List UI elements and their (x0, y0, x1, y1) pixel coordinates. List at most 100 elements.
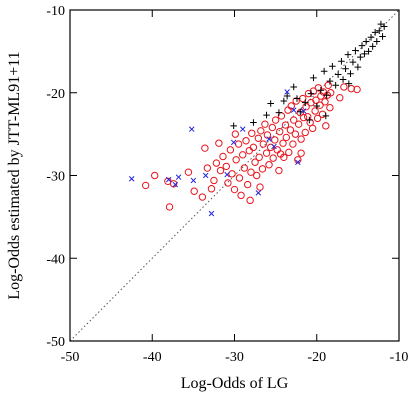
x-axis-label: Log-Odds of LG (181, 375, 289, 392)
data-point-plus (373, 38, 381, 45)
data-point-x (239, 126, 246, 132)
y-tick-label: -50 (46, 335, 65, 350)
data-point-circle (287, 102, 295, 110)
data-point-x (128, 176, 135, 182)
data-point-circle (215, 139, 223, 147)
data-point-plus (371, 29, 379, 36)
data-point-plus (369, 43, 376, 50)
data-point-x (175, 174, 182, 180)
data-point-circle (291, 130, 300, 138)
data-point-circle (353, 85, 361, 94)
data-point-plus (293, 95, 301, 102)
data-point-circle (255, 153, 263, 161)
data-point-circle (245, 146, 254, 155)
data-point-x (208, 210, 215, 217)
data-point-circle (271, 136, 279, 144)
data-point-plus (349, 58, 357, 66)
data-point-plus (361, 50, 368, 58)
data-point-x (172, 181, 179, 188)
data-point-circle (294, 156, 302, 164)
data-point-plus (379, 33, 386, 40)
data-point-circle (301, 128, 309, 137)
data-point-plus (342, 65, 349, 73)
data-point-circle (256, 183, 264, 191)
data-point-circle (190, 187, 198, 195)
data-point-plus (344, 51, 352, 58)
data-point-circle (281, 121, 290, 129)
data-point-x (255, 190, 262, 196)
data-point-circle (297, 135, 305, 143)
data-point-plus (310, 74, 317, 82)
x-tick-label: -10 (390, 350, 409, 365)
data-point-plus (334, 71, 342, 78)
data-point-circle (253, 171, 261, 180)
data-point-circle (308, 124, 317, 133)
data-point-plus (358, 42, 366, 49)
data-point-circle (258, 165, 267, 173)
data-point-circle (165, 203, 174, 211)
data-point-circle (290, 116, 298, 124)
data-point-circle (210, 176, 218, 185)
data-point-plus (250, 119, 257, 126)
data-point-circle (297, 149, 305, 157)
data-point-circle (309, 87, 318, 95)
data-point-circle (224, 179, 232, 187)
data-point-circle (302, 103, 310, 111)
data-point-circle (219, 152, 227, 161)
ticks-layer: -50 -40 -30 -20 -10 -50 -40 -30 -20 -10 (46, 4, 408, 365)
data-point-circle (279, 139, 287, 147)
data-point-plus (357, 53, 364, 61)
data-point-plus (375, 27, 383, 34)
data-point-plus (367, 34, 375, 41)
data-point-x (266, 136, 272, 142)
data-point-plus (230, 122, 237, 130)
data-point-x (295, 159, 301, 166)
data-point-circle (282, 133, 291, 142)
data-point-circle (203, 164, 212, 172)
data-point-circle (201, 144, 209, 152)
data-point-circle (261, 120, 269, 128)
data-point-circle (248, 129, 256, 137)
data-point-circle (141, 181, 150, 190)
y-tick-label: -40 (46, 252, 65, 267)
data-point-x (271, 143, 277, 150)
data-point-circle (289, 140, 297, 148)
data-point-circle (326, 103, 334, 112)
data-point-circle (269, 154, 277, 162)
data-point-circle (271, 116, 280, 124)
data-point-circle (265, 161, 273, 169)
data-point-circle (294, 120, 303, 128)
data-point-circle (311, 107, 319, 115)
data-point-circle (257, 127, 265, 135)
data-point-circle (246, 196, 254, 205)
data-point-circle (313, 114, 322, 123)
data-point-circle (212, 159, 221, 167)
data-point-circle (275, 166, 283, 175)
data-point-x (188, 126, 195, 132)
x-tick-label: -30 (225, 350, 244, 365)
data-point-x (284, 89, 290, 95)
data-point-circle (263, 131, 272, 139)
data-point-plus (354, 63, 362, 71)
data-point-plus (339, 76, 347, 83)
data-point-plus (320, 67, 328, 75)
data-point-circle (235, 174, 244, 182)
data-point-plus (280, 97, 288, 105)
data-point-plus (345, 80, 353, 87)
data-point-circle (321, 98, 329, 106)
data-point-circle (314, 84, 323, 92)
data-point-circle (276, 127, 284, 136)
data-point-circle (240, 164, 249, 172)
data-point-circle (262, 149, 271, 157)
data-point-circle (169, 180, 178, 188)
data-point-circle (243, 180, 252, 189)
data-point-plus (307, 90, 315, 97)
data-point-circle (226, 146, 235, 154)
data-point-x (190, 177, 197, 184)
data-point-plus (263, 111, 270, 119)
y-axis-label: Log-Odds estimated by JTT-ML91+11 (6, 51, 23, 299)
data-point-plus (332, 82, 339, 89)
data-point-circle (216, 166, 225, 175)
data-point-circle (340, 83, 348, 91)
data-point-circle (276, 150, 285, 158)
